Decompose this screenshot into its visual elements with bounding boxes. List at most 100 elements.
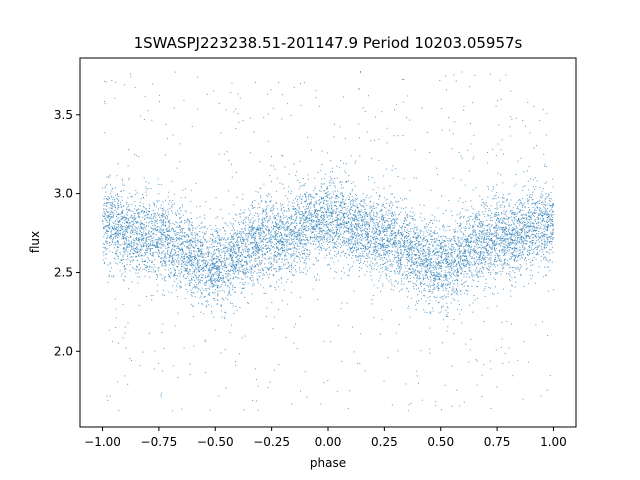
data-point bbox=[377, 243, 379, 245]
data-point bbox=[192, 316, 194, 318]
data-point bbox=[349, 243, 351, 245]
data-point bbox=[286, 236, 288, 238]
data-point bbox=[364, 274, 366, 276]
data-point bbox=[300, 225, 302, 227]
data-point bbox=[180, 238, 182, 240]
data-point bbox=[447, 253, 449, 255]
data-point bbox=[299, 222, 301, 224]
data-point bbox=[531, 203, 533, 205]
data-point bbox=[464, 241, 466, 243]
data-point bbox=[146, 249, 148, 251]
data-point bbox=[490, 230, 492, 232]
data-point bbox=[180, 282, 182, 284]
data-point bbox=[237, 277, 239, 279]
data-point bbox=[433, 271, 435, 273]
data-point bbox=[156, 290, 158, 292]
data-point bbox=[193, 286, 195, 288]
data-point bbox=[476, 239, 478, 241]
data-point bbox=[527, 211, 529, 213]
data-point bbox=[447, 266, 449, 268]
data-point bbox=[124, 268, 126, 270]
data-point bbox=[190, 264, 192, 266]
data-point bbox=[161, 332, 163, 334]
data-point bbox=[491, 234, 493, 236]
data-point bbox=[499, 258, 501, 260]
data-point bbox=[176, 210, 178, 212]
data-point bbox=[258, 227, 260, 229]
data-point bbox=[163, 224, 165, 226]
data-point bbox=[497, 264, 498, 266]
data-point bbox=[443, 273, 445, 275]
data-point bbox=[211, 260, 213, 262]
data-point bbox=[287, 198, 289, 200]
data-point bbox=[272, 264, 274, 266]
data-point bbox=[205, 281, 207, 283]
data-point bbox=[497, 172, 499, 174]
data-point bbox=[484, 287, 486, 289]
data-point bbox=[170, 240, 172, 242]
data-point bbox=[370, 140, 372, 142]
data-point bbox=[260, 284, 262, 286]
data-point bbox=[341, 245, 343, 247]
data-point bbox=[340, 308, 342, 310]
data-point bbox=[440, 245, 442, 247]
data-point bbox=[259, 248, 261, 250]
data-point bbox=[400, 256, 402, 258]
data-point bbox=[424, 218, 425, 220]
data-point bbox=[297, 211, 299, 213]
data-point bbox=[240, 238, 241, 240]
data-point bbox=[272, 246, 274, 248]
data-point bbox=[117, 228, 119, 230]
data-point bbox=[354, 212, 356, 214]
data-point bbox=[234, 291, 236, 293]
data-point bbox=[217, 303, 219, 305]
data-point bbox=[469, 215, 471, 217]
data-point bbox=[217, 268, 219, 270]
data-point bbox=[289, 236, 291, 238]
data-point bbox=[288, 243, 290, 245]
data-point bbox=[189, 373, 191, 375]
data-point bbox=[125, 229, 127, 231]
data-point bbox=[146, 239, 147, 241]
data-point bbox=[380, 237, 382, 239]
data-point bbox=[165, 236, 167, 238]
data-point bbox=[492, 227, 494, 229]
data-point bbox=[178, 225, 180, 227]
data-point bbox=[214, 242, 216, 244]
data-point bbox=[329, 239, 331, 240]
data-point bbox=[358, 235, 360, 237]
data-point bbox=[176, 245, 178, 247]
data-point bbox=[172, 257, 174, 259]
data-point bbox=[445, 230, 447, 232]
data-point bbox=[250, 219, 252, 221]
data-point bbox=[404, 236, 406, 238]
data-point bbox=[335, 195, 337, 197]
data-point bbox=[178, 237, 180, 239]
data-point bbox=[211, 269, 213, 271]
data-point bbox=[103, 261, 105, 263]
data-point bbox=[421, 283, 423, 285]
data-point bbox=[294, 245, 296, 247]
data-point bbox=[424, 295, 426, 297]
data-point bbox=[503, 201, 505, 203]
data-point bbox=[461, 284, 463, 286]
data-point bbox=[130, 216, 132, 218]
data-point bbox=[481, 198, 483, 200]
data-point bbox=[270, 238, 272, 240]
data-point bbox=[441, 270, 443, 272]
data-point bbox=[111, 204, 113, 206]
data-point bbox=[153, 244, 155, 246]
data-point bbox=[163, 256, 165, 258]
data-point bbox=[336, 221, 338, 223]
data-point bbox=[368, 241, 370, 243]
data-point bbox=[129, 193, 131, 195]
data-point bbox=[193, 276, 195, 278]
data-point bbox=[104, 132, 106, 134]
data-point bbox=[126, 229, 128, 231]
data-point bbox=[230, 254, 232, 256]
data-point bbox=[287, 220, 289, 222]
data-point bbox=[184, 210, 186, 212]
data-point bbox=[274, 230, 276, 232]
data-point bbox=[174, 230, 176, 232]
data-point bbox=[230, 265, 232, 267]
